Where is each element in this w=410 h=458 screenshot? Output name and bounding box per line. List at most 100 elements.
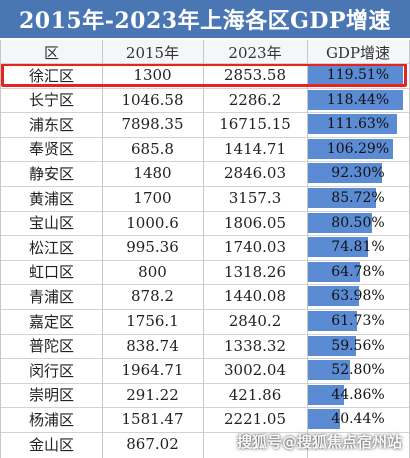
district-cell: 长宁区 <box>28 91 74 110</box>
district-cell: 普陀区 <box>28 337 74 356</box>
growth-bar <box>308 163 382 184</box>
grid-line <box>1 382 409 384</box>
table-row: 普陀区 838.74 1338.32 59.56% <box>1 334 409 358</box>
gdp-2015-cell: 1756.1 <box>126 312 179 330</box>
grid-line <box>1 333 409 335</box>
chart-title: 2015年-2023年上海各区GDP增速 <box>0 0 410 38</box>
growth-label: 74.81% <box>331 239 385 256</box>
gdp-2023-cell: 1318.26 <box>223 262 287 281</box>
growth-bar <box>308 261 360 282</box>
header-district: 区 <box>43 43 59 62</box>
district-cell: 浦东区 <box>28 115 74 134</box>
growth-label: 85.72% <box>331 190 385 206</box>
gdp-2015-cell: 867.02 <box>126 435 179 453</box>
watermark: 搜狐号@搜狐焦点宿州站 <box>236 433 402 451</box>
growth-label: 118.44% <box>326 91 390 108</box>
grid-line <box>1 235 409 237</box>
growth-bar <box>308 409 341 430</box>
gdp-2015-cell: 1480 <box>133 164 172 183</box>
growth-label: 40.44% <box>331 411 385 428</box>
gdp-2023-cell: 3002.04 <box>223 361 287 380</box>
gdp-2015-cell: 1700 <box>133 189 172 207</box>
growth-label: 63.98% <box>331 288 385 305</box>
gdp-2015-cell: 685.8 <box>131 139 174 158</box>
gdp-2023-cell: 1414.71 <box>223 139 287 158</box>
table-row: 崇明区 291.22 421.86 44.86% <box>1 383 409 407</box>
grid-line <box>1 186 409 187</box>
district-cell: 奉贤区 <box>28 140 74 159</box>
district-cell: 杨浦区 <box>28 410 74 429</box>
table-header-row: 区 2015年 2023年 GDP增速 <box>1 40 409 64</box>
growth-bar <box>308 286 360 307</box>
gdp-2023-cell: 1740.03 <box>223 238 287 257</box>
grid-line <box>102 40 103 458</box>
table-row: 宝山区 1000.6 1806.05 80.50% <box>1 211 409 235</box>
growth-bar <box>308 212 373 233</box>
table-row: 奉贤区 685.8 1414.71 106.29% <box>1 137 409 161</box>
growth-bar <box>308 335 356 356</box>
table-row: 杨浦区 1581.47 2221.05 40.44% <box>1 407 409 431</box>
district-cell: 嘉定区 <box>28 312 74 331</box>
gdp-2023-cell: 1440.08 <box>223 287 287 306</box>
district-cell: 青浦区 <box>28 287 74 306</box>
table-row: 静安区 1480 2846.03 92.30% <box>1 161 409 185</box>
gdp-2015-cell: 838.74 <box>126 336 179 355</box>
gdp-2015-cell: 995.36 <box>126 238 179 257</box>
table-row: 黄浦区 1700 3157.3 85.72% <box>1 186 409 210</box>
district-cell: 宝山区 <box>28 214 74 233</box>
grid-line <box>307 40 308 458</box>
district-cell: 闵行区 <box>28 361 74 380</box>
district-cell: 黄浦区 <box>28 189 74 208</box>
growth-bar <box>308 188 377 208</box>
grid-line <box>1 432 409 433</box>
growth-label: 52.80% <box>331 362 385 379</box>
gdp-2023-cell: 2840.2 <box>228 312 282 330</box>
table-row: 虹口区 800 1318.26 64.78% <box>1 260 409 284</box>
gdp-2023-cell: 2221.05 <box>223 410 287 429</box>
header-growth: GDP增速 <box>325 43 391 62</box>
district-cell: 松江区 <box>28 238 74 257</box>
gdp-2023-cell: 2846.03 <box>223 164 287 183</box>
table-row: 松江区 995.36 1740.03 74.81% <box>1 235 409 259</box>
grid-line <box>1 210 409 212</box>
gdp-2023-cell: 1338.32 <box>223 336 287 355</box>
grid-line <box>1 284 409 286</box>
gdp-2015-cell: 1581.47 <box>121 410 184 429</box>
growth-bar <box>308 311 358 331</box>
grid-line <box>203 40 204 458</box>
gdp-2015-cell: 1964.71 <box>121 361 184 380</box>
grid-line <box>1 161 409 163</box>
gdp-2023-cell: 16715.15 <box>219 115 291 134</box>
growth-label: 92.30% <box>331 165 385 182</box>
header-2023: 2023年 <box>228 43 282 62</box>
grid-line <box>1 407 409 409</box>
growth-label: 106.29% <box>326 140 390 157</box>
growth-bar <box>308 360 351 381</box>
grid-line <box>1 63 409 64</box>
gdp-2023-cell: 2853.58 <box>223 66 287 84</box>
growth-bar <box>308 114 398 135</box>
table-row: 长宁区 1046.58 2286.2 118.44% <box>1 88 409 112</box>
growth-bar <box>308 237 368 258</box>
growth-label: 44.86% <box>331 386 385 403</box>
growth-label: 111.63% <box>326 116 390 133</box>
growth-label: 64.78% <box>331 263 385 280</box>
district-cell: 虹口区 <box>28 263 74 282</box>
growth-bar <box>308 89 403 110</box>
gdp-2015-cell: 1300 <box>133 66 172 84</box>
district-cell: 徐汇区 <box>28 66 74 85</box>
grid-line <box>1 358 409 360</box>
table-row: 徐汇区 1300 2853.58 119.51% <box>1 63 409 87</box>
grid-line <box>1 87 409 89</box>
table-row: 浦东区 7898.35 16715.15 111.63% <box>1 112 409 136</box>
gdp-2023-cell: 421.86 <box>228 385 282 404</box>
gdp-2023-cell: 3157.3 <box>228 189 282 207</box>
gdp-2023-cell: 1806.05 <box>223 213 287 232</box>
growth-bar <box>308 65 404 85</box>
grid-line <box>1 309 409 310</box>
table-row: 嘉定区 1756.1 2840.2 61.73% <box>1 309 409 333</box>
grid-line <box>1 112 409 114</box>
table-row: 闵行区 1964.71 3002.04 52.80% <box>1 358 409 382</box>
gdp-2015-cell: 800 <box>138 262 167 281</box>
table-row: 青浦区 878.2 1440.08 63.98% <box>1 284 409 308</box>
